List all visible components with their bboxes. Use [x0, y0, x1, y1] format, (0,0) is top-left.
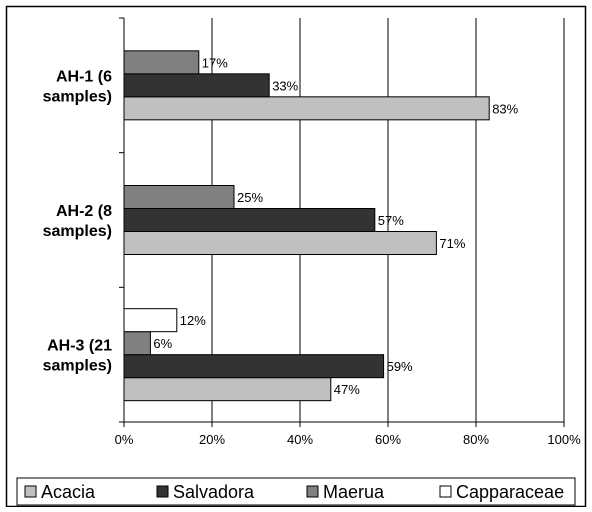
category-label: samples)	[43, 88, 112, 105]
legend-label: Maerua	[323, 482, 385, 502]
x-tick-label: 0%	[115, 432, 134, 447]
bar-value-label: 6%	[153, 336, 172, 351]
legend-label: Acacia	[41, 482, 96, 502]
bar-value-label: 17%	[202, 55, 228, 70]
bar-value-label: 47%	[334, 382, 360, 397]
x-axis: 0% 20% 40% 60% 80% 100%	[115, 421, 581, 447]
bar-acacia	[123, 377, 332, 402]
bar-acacia	[123, 96, 490, 121]
bar-value-label: 59%	[387, 359, 413, 374]
x-tick-label: 80%	[463, 432, 489, 447]
bar-value-label: 12%	[180, 313, 206, 328]
y-axis: AH-1 (6 samples) AH-2 (8 samples) AH-3 (21 sa…	[43, 17, 125, 423]
bar-salvadora	[123, 73, 270, 98]
bar-maerua	[123, 185, 235, 209]
legend-swatch-maerua	[306, 485, 319, 498]
bars	[123, 50, 490, 402]
x-tick-label: 40%	[287, 432, 313, 447]
category-label: AH-3 (21	[47, 338, 112, 355]
category-label: samples)	[43, 358, 112, 375]
bar-capparaceae	[123, 308, 178, 333]
bar-value-label: 57%	[378, 213, 404, 228]
legend-swatch-salvadora	[156, 485, 169, 498]
legend-swatch-capparaceae	[439, 485, 452, 498]
bar-value-label: 25%	[237, 190, 263, 205]
legend-swatch-acacia	[24, 485, 37, 498]
bar-acacia	[123, 231, 437, 255]
x-tick-label: 20%	[199, 432, 225, 447]
bar-salvadora	[123, 208, 376, 232]
legend: Acacia Salvadora Maerua Capparaceae	[16, 477, 576, 506]
legend-label: Salvadora	[173, 482, 255, 502]
bar-value-label: 71%	[439, 236, 465, 251]
bar-value-labels: 83% 33% 17% 71% 57% 25% 47% 59% 6% 12%	[153, 55, 518, 397]
legend-label: Capparaceae	[456, 482, 564, 502]
category-label: samples)	[43, 223, 112, 240]
category-label: AH-1 (6	[56, 68, 112, 85]
x-tick-label: 60%	[375, 432, 401, 447]
bar-value-label: 83%	[492, 101, 518, 116]
category-label: AH-2 (8	[56, 203, 112, 220]
bar-maerua	[123, 331, 151, 356]
bar-maerua	[123, 50, 200, 75]
bar-salvadora	[123, 354, 385, 379]
legend-box	[16, 477, 576, 506]
x-tick-label: 100%	[547, 432, 581, 447]
bar-value-label: 33%	[272, 78, 298, 93]
